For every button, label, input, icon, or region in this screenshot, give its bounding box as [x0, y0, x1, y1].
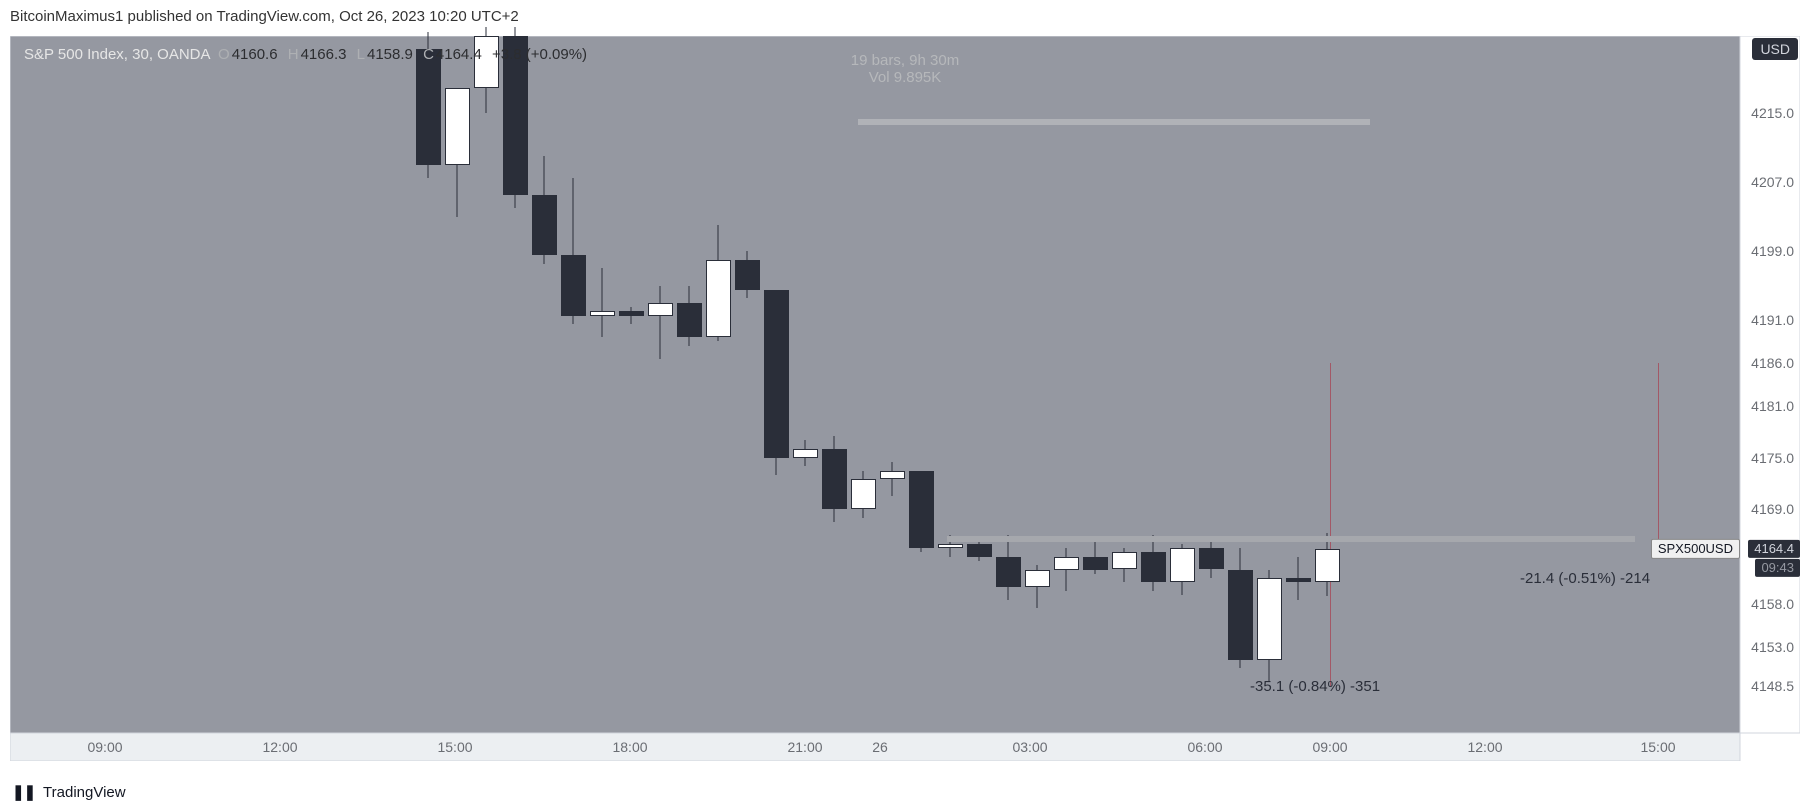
- x-tick-label: 06:00: [1187, 739, 1222, 755]
- x-tick-label: 09:00: [87, 739, 122, 755]
- x-tick-label: 15:00: [1640, 739, 1675, 755]
- y-tick-label: 4199.0: [1751, 243, 1794, 259]
- y-tick-label: 4191.0: [1751, 312, 1794, 328]
- candlestick: [1083, 36, 1108, 733]
- tradingview-logo-icon: ❚❚: [12, 784, 35, 801]
- y-tick-label: 4148.5: [1751, 678, 1794, 694]
- candlestick: [1199, 36, 1224, 733]
- measurement-label: -21.4 (-0.51%) -214: [1520, 570, 1650, 587]
- candlestick: [822, 36, 847, 733]
- candlestick: [1315, 36, 1340, 733]
- candlestick: [416, 36, 441, 733]
- candlestick: [1286, 36, 1311, 733]
- time-axis[interactable]: 09:00 12:00 15:00 18:00 21:00 26 03:00 06:00 09:…: [10, 733, 1800, 761]
- publish-header: BitcoinMaximus1 published on TradingView…: [10, 8, 519, 25]
- x-tick-label: 15:00: [437, 739, 472, 755]
- measurement-bar: [947, 536, 1635, 542]
- candlestick: [677, 36, 702, 733]
- tradingview-attribution: ❚❚ TradingView: [12, 783, 126, 801]
- chart-container[interactable]: S&P 500 Index, 30, OANDA O4160.6 H4166.3…: [10, 36, 1800, 761]
- candlestick: [764, 36, 789, 733]
- candlestick: [648, 36, 673, 733]
- candlestick: [880, 36, 905, 733]
- current-price-tag: 4164.4: [1748, 540, 1800, 558]
- chart-background: [10, 36, 1800, 761]
- candlestick: [1257, 36, 1282, 733]
- candlestick: [503, 36, 528, 733]
- candlestick: [1054, 36, 1079, 733]
- candlestick: [1025, 36, 1050, 733]
- candlestick: [619, 36, 644, 733]
- price-axis[interactable]: USD 4215.0 4207.0 4199.0 4191.0 4186.0 4181.0…: [1740, 36, 1800, 761]
- measurement-vline: [1658, 363, 1659, 549]
- symbol-price-tag: SPX500USD: [1651, 539, 1740, 559]
- y-tick-label: 4215.0: [1751, 105, 1794, 121]
- x-tick-label: 26: [872, 739, 888, 755]
- candlestick: [590, 36, 615, 733]
- y-tick-label: 4158.0: [1751, 596, 1794, 612]
- x-tick-label: 12:00: [1467, 739, 1502, 755]
- candlestick: [793, 36, 818, 733]
- countdown-tag: 09:43: [1755, 559, 1800, 577]
- y-tick-label: 4153.0: [1751, 639, 1794, 655]
- x-tick-label: 03:00: [1012, 739, 1047, 755]
- x-tick-label: 21:00: [787, 739, 822, 755]
- candlestick: [561, 36, 586, 733]
- currency-badge[interactable]: USD: [1752, 38, 1798, 60]
- candlestick: [909, 36, 934, 733]
- legend-symbol: S&P 500 Index, 30, OANDA: [24, 46, 210, 63]
- y-tick-label: 4181.0: [1751, 398, 1794, 414]
- y-tick-label: 4175.0: [1751, 450, 1794, 466]
- candlestick: [735, 36, 760, 733]
- measurement-label: -35.1 (-0.84%) -351: [1250, 678, 1380, 695]
- candlestick: [938, 36, 963, 733]
- candlestick: [1141, 36, 1166, 733]
- candlestick: [1170, 36, 1195, 733]
- candlestick: [445, 36, 470, 733]
- x-tick-label: 12:00: [262, 739, 297, 755]
- y-tick-label: 4207.0: [1751, 174, 1794, 190]
- chart-legend: S&P 500 Index, 30, OANDA O4160.6 H4166.3…: [24, 46, 587, 63]
- candlestick: [1112, 36, 1137, 733]
- x-tick-label: 09:00: [1312, 739, 1347, 755]
- x-tick-label: 18:00: [612, 739, 647, 755]
- candlestick: [967, 36, 992, 733]
- candlestick: [851, 36, 876, 733]
- candlestick: [532, 36, 557, 733]
- measurement-bar: [858, 119, 1370, 125]
- y-tick-label: 4169.0: [1751, 501, 1794, 517]
- candlestick: [706, 36, 731, 733]
- candlestick: [1228, 36, 1253, 733]
- y-tick-label: 4186.0: [1751, 355, 1794, 371]
- candlestick: [996, 36, 1021, 733]
- candlestick: [474, 36, 499, 733]
